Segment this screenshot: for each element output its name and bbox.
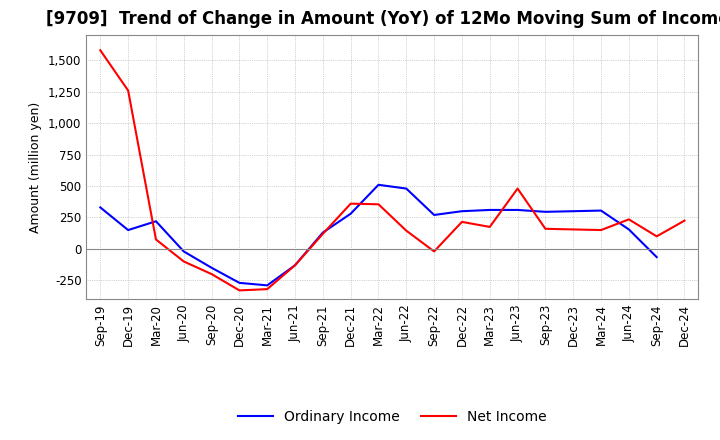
Ordinary Income [124, 227, 132, 233]
Net Income [652, 234, 661, 239]
Ordinary Income [652, 254, 661, 260]
Net Income [291, 263, 300, 268]
Net Income [513, 186, 522, 191]
Net Income [624, 217, 633, 222]
Net Income [263, 286, 271, 292]
Ordinary Income [263, 283, 271, 288]
Line: Ordinary Income: Ordinary Income [100, 185, 657, 286]
Net Income [485, 224, 494, 230]
Net Income [374, 202, 383, 207]
Net Income [541, 226, 550, 231]
Ordinary Income [541, 209, 550, 214]
Ordinary Income [96, 205, 104, 210]
Net Income [124, 88, 132, 93]
Ordinary Income [430, 213, 438, 218]
Net Income [402, 228, 410, 233]
Ordinary Income [346, 211, 355, 216]
Ordinary Income [179, 249, 188, 254]
Ordinary Income [624, 227, 633, 232]
Ordinary Income [374, 182, 383, 187]
Net Income [430, 249, 438, 254]
Title: [9709]  Trend of Change in Amount (YoY) of 12Mo Moving Sum of Incomes: [9709] Trend of Change in Amount (YoY) o… [45, 10, 720, 28]
Ordinary Income [569, 209, 577, 214]
Net Income [235, 288, 243, 293]
Ordinary Income [152, 219, 161, 224]
Net Income [597, 227, 606, 233]
Net Income [458, 219, 467, 224]
Net Income [569, 227, 577, 232]
Y-axis label: Amount (million yen): Amount (million yen) [30, 102, 42, 233]
Ordinary Income [207, 265, 216, 271]
Net Income [346, 201, 355, 206]
Ordinary Income [597, 208, 606, 213]
Net Income [152, 237, 161, 242]
Ordinary Income [485, 207, 494, 213]
Legend: Ordinary Income, Net Income: Ordinary Income, Net Income [233, 404, 552, 429]
Ordinary Income [318, 230, 327, 235]
Net Income [318, 231, 327, 236]
Ordinary Income [402, 186, 410, 191]
Net Income [179, 259, 188, 264]
Ordinary Income [235, 280, 243, 286]
Ordinary Income [513, 207, 522, 213]
Ordinary Income [291, 263, 300, 268]
Net Income [680, 218, 689, 223]
Line: Net Income: Net Income [100, 50, 685, 290]
Net Income [96, 48, 104, 53]
Net Income [207, 271, 216, 277]
Ordinary Income [458, 209, 467, 214]
